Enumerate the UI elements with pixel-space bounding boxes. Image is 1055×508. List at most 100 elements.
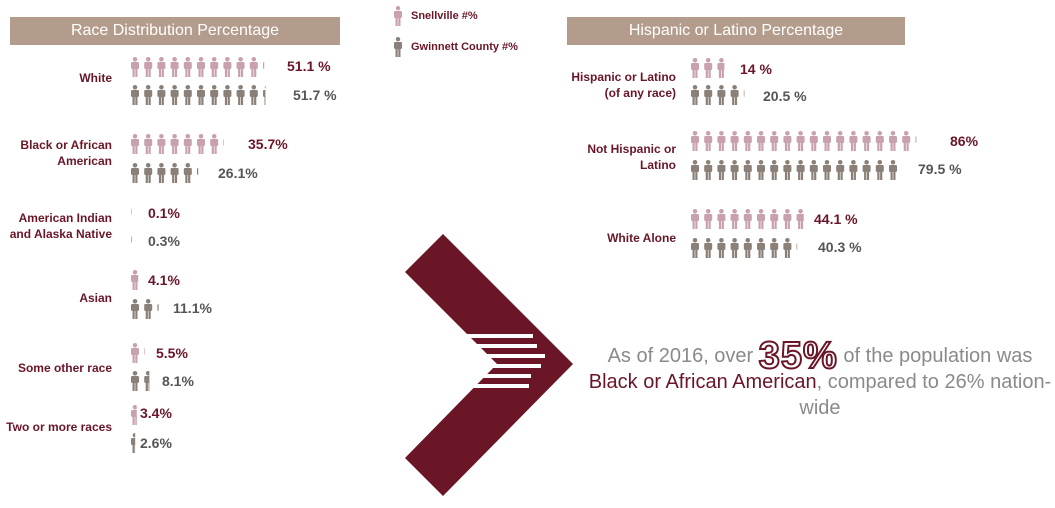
person-icon — [796, 243, 798, 250]
person-icon — [131, 134, 139, 154]
person-icon — [796, 209, 804, 229]
hispanic-snellville-value: 14 % — [740, 61, 772, 77]
person-icon — [131, 343, 139, 363]
race-snellville-value: 3.4% — [140, 405, 172, 421]
person-icon — [394, 37, 402, 57]
race-gwinnett-value: 8.1% — [162, 373, 194, 389]
person-icon — [770, 238, 779, 258]
person-icon — [197, 85, 205, 105]
person-icon — [170, 163, 179, 183]
pictograph-row — [691, 85, 745, 105]
hispanic-snellville-value: 44.1 % — [814, 211, 858, 227]
race-category-label: Asian — [79, 291, 112, 305]
pictograph-row — [691, 209, 804, 229]
person-icon — [131, 299, 139, 319]
pictograph-row — [131, 208, 132, 215]
person-icon — [223, 57, 232, 77]
person-icon — [131, 270, 139, 290]
person-icon — [743, 209, 752, 229]
person-icon — [783, 131, 792, 151]
hispanic-category-label: White Alone — [607, 231, 676, 245]
person-icon — [783, 160, 792, 180]
person-icon — [770, 160, 779, 180]
pictograph-row — [131, 405, 137, 425]
race-gwinnett-value: 0.3% — [148, 233, 180, 249]
person-icon — [183, 85, 192, 105]
person-icon — [836, 160, 845, 180]
person-icon — [144, 299, 153, 319]
person-icon — [131, 208, 132, 215]
person-icon — [889, 131, 897, 151]
person-icon — [849, 131, 858, 151]
person-icon — [263, 62, 265, 69]
person-icon — [157, 85, 166, 105]
person-icon — [144, 57, 153, 77]
person-icon — [743, 238, 752, 258]
person-icon — [131, 163, 139, 183]
person-icon — [849, 160, 858, 180]
race-snellville-value: 0.1% — [148, 205, 180, 221]
person-icon — [809, 160, 818, 180]
race-category-label: White — [79, 71, 112, 85]
person-icon — [915, 136, 917, 143]
person-icon — [743, 160, 752, 180]
person-icon — [157, 134, 166, 154]
person-icon — [223, 139, 224, 146]
pictograph-row — [131, 163, 199, 183]
person-icon — [131, 433, 136, 453]
race-gwinnett-value: 2.6% — [140, 435, 172, 451]
person-icon — [131, 57, 139, 77]
person-icon — [823, 131, 831, 151]
race-category-label: Two or more races — [6, 420, 112, 434]
person-icon — [717, 238, 726, 258]
pictograph-row — [691, 131, 917, 151]
person-icon — [704, 131, 713, 151]
legend-snellville: Snellville #% — [393, 6, 478, 26]
person-icon — [862, 131, 871, 151]
person-icon — [210, 57, 219, 77]
arrow-chevron-icon — [405, 234, 573, 496]
person-icon — [717, 160, 726, 180]
person-icon — [704, 58, 713, 78]
person-icon — [717, 209, 726, 229]
race-chart-title: Race Distribution Percentage — [10, 17, 340, 45]
person-icon — [717, 131, 726, 151]
person-icon — [170, 57, 179, 77]
person-icon — [704, 85, 713, 105]
person-icon — [157, 163, 166, 183]
race-snellville-value: 4.1% — [148, 272, 180, 288]
person-icon — [236, 85, 245, 105]
person-icon — [144, 348, 145, 355]
person-icon — [144, 85, 153, 105]
legend-snellville-label: Snellville #% — [411, 10, 478, 22]
person-icon — [223, 85, 232, 105]
person-icon — [197, 134, 205, 154]
person-icon — [836, 131, 845, 151]
person-icon — [862, 160, 871, 180]
person-icon — [197, 57, 205, 77]
person-icon — [743, 90, 745, 97]
person-icon — [902, 131, 911, 151]
race-gwinnett-value: 26.1% — [218, 165, 258, 181]
person-icon — [730, 160, 739, 180]
person-icon — [131, 85, 139, 105]
person-icon — [144, 134, 153, 154]
note-prefix: As of 2016, over — [607, 345, 754, 367]
person-icon — [770, 209, 779, 229]
person-icon — [743, 131, 752, 151]
pictograph-row — [131, 85, 266, 105]
person-icon — [691, 58, 699, 78]
person-icon — [770, 131, 779, 151]
race-snellville-value: 35.7% — [248, 136, 288, 152]
race-snellville-value: 51.1 % — [287, 58, 331, 74]
person-icon — [131, 236, 132, 243]
person-icon — [757, 131, 765, 151]
person-icon — [197, 168, 199, 175]
person-icon — [704, 238, 713, 258]
person-icon — [875, 160, 884, 180]
person-icon — [823, 160, 831, 180]
person-icon — [691, 238, 699, 258]
person-icon — [757, 160, 765, 180]
race-snellville-value: 5.5% — [156, 345, 188, 361]
